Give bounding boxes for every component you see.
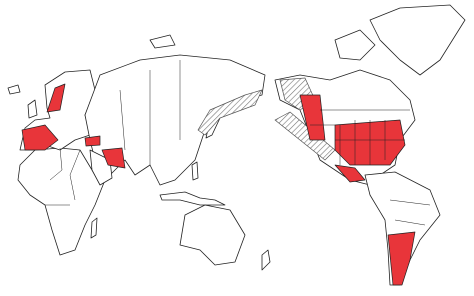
borders: [45, 60, 431, 226]
iceland: [7, 84, 21, 95]
british-isles: [27, 99, 38, 119]
country-borders: [45, 60, 431, 226]
southern-south-america: [387, 231, 416, 286]
indonesia: [159, 191, 226, 206]
iberia-france: [21, 124, 59, 151]
philippines: [191, 161, 199, 181]
africa: [17, 147, 106, 256]
asia: [84, 54, 266, 186]
mexico: [334, 164, 366, 183]
iran: [101, 147, 126, 169]
western-north-america: [299, 94, 326, 141]
australia: [179, 204, 246, 266]
greenland: [369, 4, 466, 76]
east-asia-hatched: [197, 89, 263, 136]
scandinavia: [46, 83, 66, 113]
siberian-islands: [149, 34, 176, 49]
new-zealand: [261, 249, 271, 271]
turkey: [84, 135, 101, 147]
madagascar: [90, 217, 98, 239]
arctic-islands: [334, 29, 376, 61]
